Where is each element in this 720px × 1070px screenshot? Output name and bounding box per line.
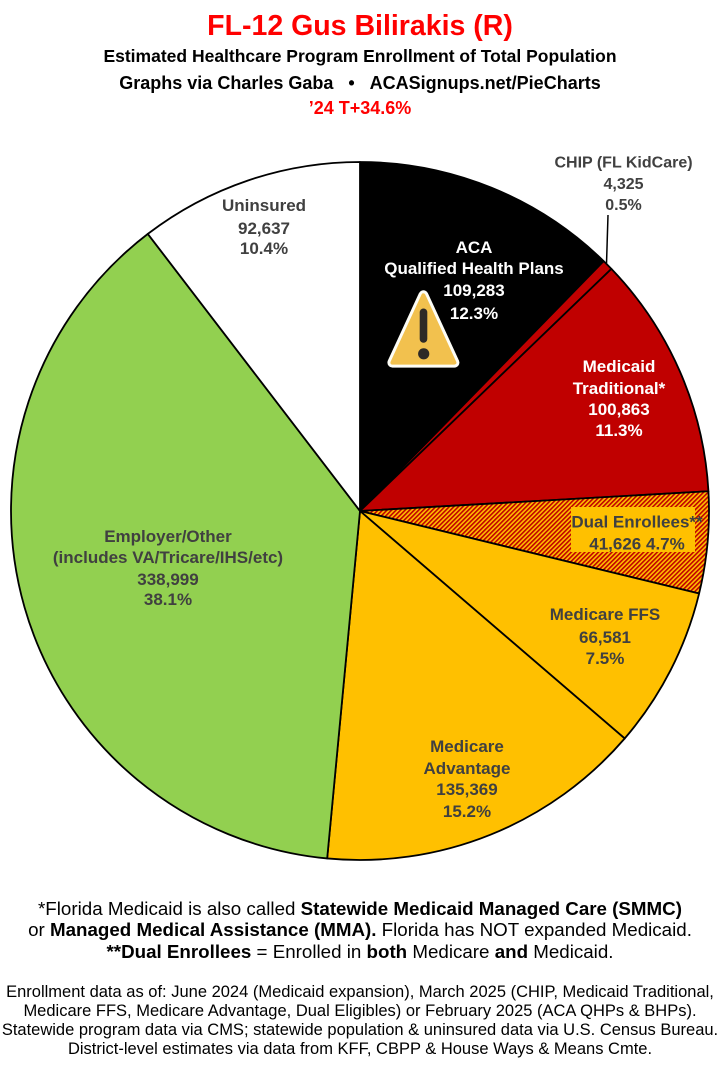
svg-text:0.5%: 0.5% — [605, 197, 641, 214]
svg-text:10.4%: 10.4% — [240, 239, 288, 258]
svg-text:4,325: 4,325 — [603, 176, 643, 193]
svg-text:Advantage: Advantage — [424, 759, 511, 778]
svg-text:11.3%: 11.3% — [595, 421, 642, 440]
svg-text:15.2%: 15.2% — [443, 802, 491, 821]
svg-text:Uninsured: Uninsured — [222, 196, 306, 215]
svg-text:38.1%: 38.1% — [144, 590, 192, 609]
svg-text:Employer/Other: Employer/Other — [104, 527, 232, 546]
svg-text:Qualified Health Plans: Qualified Health Plans — [384, 259, 564, 278]
svg-text:Medicaid: Medicaid — [583, 357, 656, 376]
svg-text:338,999: 338,999 — [137, 570, 198, 589]
svg-text:CHIP (FL KidCare): CHIP (FL KidCare) — [554, 155, 692, 172]
svg-text:66,581: 66,581 — [579, 628, 631, 647]
svg-text:41,626 4.7%: 41,626 4.7% — [589, 535, 684, 554]
svg-text:12.3%: 12.3% — [450, 304, 498, 323]
svg-text:7.5%: 7.5% — [586, 649, 625, 668]
svg-text:Medicare FFS: Medicare FFS — [550, 605, 661, 624]
svg-text:Dual Enrollees**: Dual Enrollees** — [571, 513, 703, 532]
svg-text:ACA: ACA — [456, 238, 493, 257]
svg-text:109,283: 109,283 — [443, 281, 504, 300]
svg-text:Medicare: Medicare — [430, 737, 504, 756]
svg-text:Traditional*: Traditional* — [573, 379, 666, 398]
svg-text:92,637: 92,637 — [238, 219, 290, 238]
svg-text:135,369: 135,369 — [436, 780, 497, 799]
svg-text:(includes VA/Tricare/IHS/etc): (includes VA/Tricare/IHS/etc) — [53, 548, 283, 567]
svg-text:100,863: 100,863 — [588, 400, 649, 419]
